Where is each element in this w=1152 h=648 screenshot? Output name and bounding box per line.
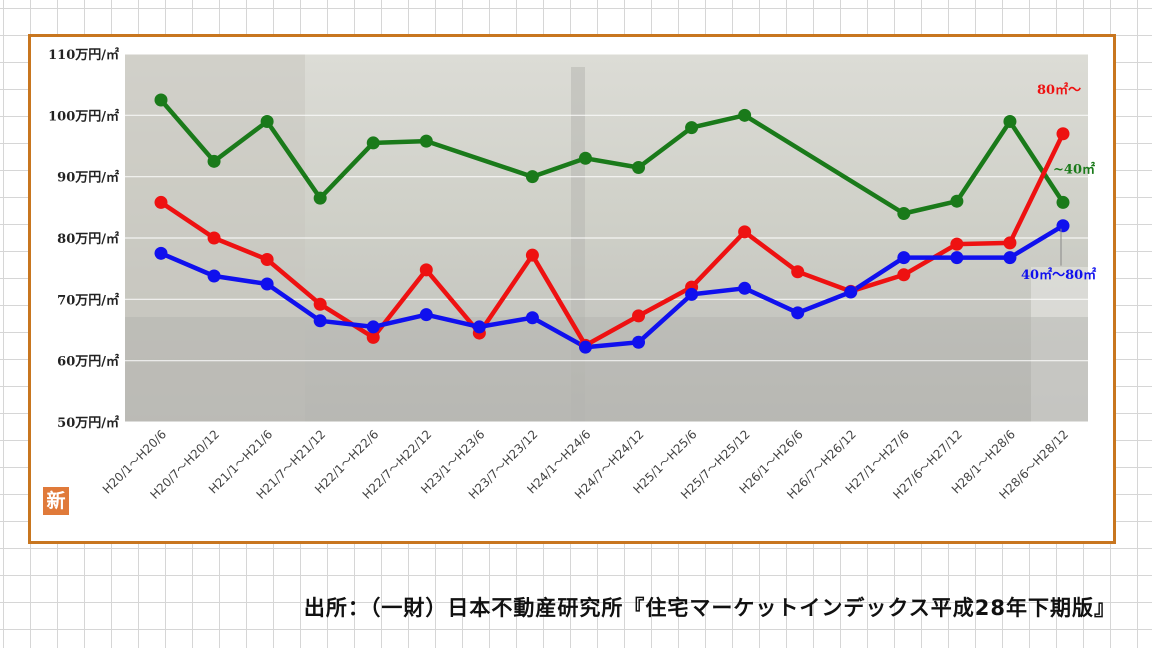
data-point [738,108,752,122]
data-point [632,160,646,174]
data-point [419,134,433,148]
data-point [154,246,168,260]
data-point [1056,195,1070,209]
data-point [260,277,274,291]
data-point [738,225,752,239]
y-tick-label: 80万円/㎡ [57,231,119,247]
source-note: 出所：（一財）日本不動産研究所『住宅マーケットインデックス平成28年下期版』 [303,596,1116,620]
data-point [685,121,699,135]
data-point [632,335,646,349]
data-point [1003,114,1017,128]
series-label: 40㎡～80㎡ [1021,267,1096,283]
data-point [207,154,221,168]
new-badge: 新 [43,487,69,515]
data-point [685,287,699,301]
data-point [419,263,433,277]
data-point [791,265,805,279]
data-point [366,320,380,334]
data-point [632,309,646,323]
data-point [313,297,327,311]
series-label: 80㎡～ [1037,82,1081,98]
data-point [366,330,380,344]
data-point [313,314,327,328]
series-line-2 [158,223,1066,350]
data-point [207,269,221,283]
data-point [472,320,486,334]
data-point [1056,219,1070,233]
data-point [950,194,964,208]
series-label: ~40㎡ [1053,162,1095,178]
series-markers [154,93,1070,354]
data-point [738,281,752,295]
data-point [578,151,592,165]
data-point [260,114,274,128]
data-point [1003,251,1017,265]
data-point [419,308,433,322]
data-point [154,195,168,209]
y-tick-label: 60万円/㎡ [57,354,119,370]
data-point [207,231,221,245]
line-chart: 50万円/㎡ 60万円/㎡ 70万円/㎡ 80万円/㎡ 90万円/㎡ 100万円/㎡ 110… [48,47,1096,502]
data-point [578,340,592,354]
data-point [525,311,539,325]
y-tick-label: 110万円/㎡ [48,47,119,63]
gridlines [125,53,1088,423]
series-line-1 [158,131,1066,348]
data-point [366,136,380,150]
data-point [525,170,539,184]
y-tick-label: 90万円/㎡ [57,170,119,186]
data-point [260,252,274,266]
data-point [313,191,327,205]
x-axis-tick-labels: H20/1～H20/6H20/7～H20/12H21/1～H21/6H21/7～… [100,427,1071,502]
y-tick-label: 100万円/㎡ [48,108,119,124]
data-point [950,251,964,265]
data-point [844,285,858,299]
data-point [897,268,911,282]
data-point [1056,127,1070,141]
data-point [950,237,964,251]
data-point [154,93,168,107]
y-axis-tick-labels: 50万円/㎡ 60万円/㎡ 70万円/㎡ 80万円/㎡ 90万円/㎡ 100万円/㎡ 110… [48,47,119,431]
data-point [897,251,911,265]
series-labels: ~40㎡ 80㎡～ 40㎡～80㎡ [1021,82,1096,283]
y-tick-label: 50万円/㎡ [57,415,119,431]
data-point [525,248,539,262]
chart-frame: 50万円/㎡ 60万円/㎡ 70万円/㎡ 80万円/㎡ 90万円/㎡ 100万円/㎡ 110… [28,34,1116,544]
y-tick-label: 70万円/㎡ [57,292,119,308]
data-point [791,306,805,320]
data-point [1003,236,1017,250]
data-point [897,206,911,220]
